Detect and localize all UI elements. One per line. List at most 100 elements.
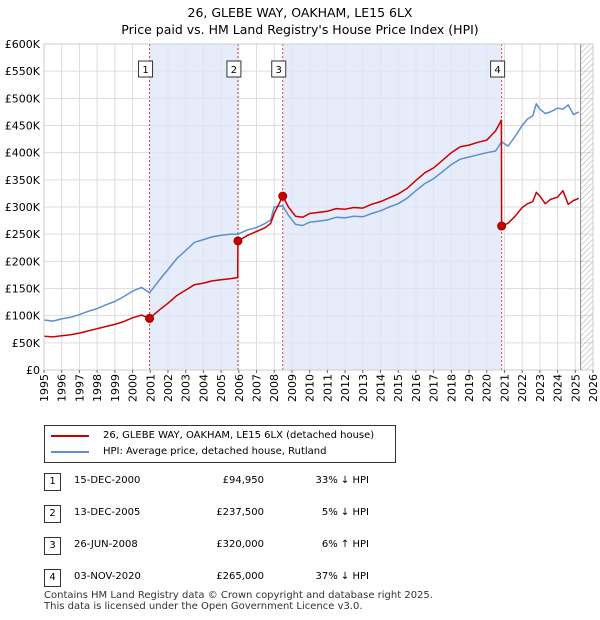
sale-hpi-diff: 6% ↑ HPI bbox=[321, 539, 369, 550]
sale-hpi-diff: 5% ↓ HPI bbox=[321, 507, 369, 518]
sale-hpi-diff: 37% ↓ HPI bbox=[315, 571, 369, 582]
sale-badges: 1 2 3 4 bbox=[138, 60, 506, 78]
x-tick-label: 2010 bbox=[304, 374, 317, 402]
x-tick-label: 2025 bbox=[569, 374, 582, 402]
x-tick-label: 2023 bbox=[534, 374, 547, 402]
plot-border bbox=[43, 43, 594, 371]
y-tick-label: £400K bbox=[5, 147, 41, 160]
x-tick-label: 2011 bbox=[321, 374, 334, 402]
sale-price: £237,500 bbox=[216, 507, 264, 518]
sale-badge-label: 4 bbox=[494, 65, 500, 76]
sale-badge-box bbox=[271, 60, 287, 78]
axes bbox=[43, 43, 594, 371]
chart-title: 26, GLEBE WAY, OAKHAM, LE15 6LX Price pa… bbox=[0, 4, 600, 38]
legend-label-property: 26, GLEBE WAY, OAKHAM, LE15 6LX (detache… bbox=[103, 430, 375, 441]
sale-badge-box bbox=[138, 60, 154, 78]
sale-point bbox=[145, 313, 155, 323]
x-tick-label: 2007 bbox=[251, 374, 264, 402]
y-tick-label: £550K bbox=[5, 65, 41, 78]
sale-date: 13-DEC-2005 bbox=[74, 507, 141, 518]
future-hatch-region bbox=[580, 44, 593, 370]
hpi-series-line bbox=[43, 103, 580, 322]
legend-label-hpi: HPI: Average price, detached house, Rutl… bbox=[103, 446, 327, 457]
sale-period-shading bbox=[149, 44, 502, 370]
y-tick-label: £350K bbox=[5, 174, 41, 187]
x-tick-label: 2012 bbox=[339, 374, 352, 402]
x-tick-label: 2013 bbox=[357, 374, 370, 402]
y-tick-label: £300K bbox=[5, 201, 41, 214]
sale-point bbox=[278, 191, 288, 201]
y-tick-label: £200K bbox=[5, 255, 41, 268]
x-tick-label: 1995 bbox=[38, 374, 51, 402]
sale-badge-label: 3 bbox=[276, 65, 282, 76]
sale-number-badge: 3 bbox=[44, 537, 61, 555]
sale-price: £265,000 bbox=[216, 571, 264, 582]
sale-row: 4 03-NOV-2020 £265,000 37% ↓ HPI bbox=[44, 568, 384, 588]
sale-point bbox=[233, 236, 243, 246]
sale-price: £94,950 bbox=[222, 475, 264, 486]
x-tick-label: 2005 bbox=[215, 374, 228, 402]
chart-title-line1: 26, GLEBE WAY, OAKHAM, LE15 6LX bbox=[187, 5, 413, 20]
sale-number-badge: 4 bbox=[44, 569, 61, 587]
x-tick-label: 2008 bbox=[268, 374, 281, 402]
x-tick-label: 1999 bbox=[109, 374, 122, 402]
y-tick-label: £100K bbox=[5, 310, 41, 323]
x-tick-label: 2001 bbox=[144, 374, 157, 402]
x-tick-label: 2002 bbox=[162, 374, 175, 402]
x-tick-label: 2016 bbox=[410, 374, 423, 402]
x-tick-label: 2014 bbox=[374, 374, 387, 402]
footer-copyright: Contains HM Land Registry data © Crown c… bbox=[44, 590, 433, 601]
sale-row: 2 13-DEC-2005 £237,500 5% ↓ HPI bbox=[44, 504, 384, 524]
y-axis-ticks: £0 £50K £100K £150K £200K £250K £300K £350K £400… bbox=[5, 38, 41, 377]
x-tick-label: 2004 bbox=[197, 374, 210, 402]
sale-hpi-diff: 33% ↓ HPI bbox=[315, 475, 369, 486]
legend: 26, GLEBE WAY, OAKHAM, LE15 6LX (detache… bbox=[44, 425, 396, 463]
sale-row: 3 26-JUN-2008 £320,000 6% ↑ HPI bbox=[44, 536, 384, 556]
y-tick-label: £450K bbox=[5, 120, 41, 133]
y-tick-label: £50K bbox=[12, 337, 41, 350]
y-tick-label: £0 bbox=[26, 364, 40, 377]
y-tick-label: £250K bbox=[5, 228, 41, 241]
x-tick-label: 1996 bbox=[56, 374, 69, 402]
x-tick-label: 2022 bbox=[516, 374, 529, 402]
legend-swatch-property bbox=[51, 435, 89, 437]
price-chart: 1 2 3 4 £0 £50K £100K £150K £200K £250K £300K £350… bbox=[5, 38, 600, 402]
sale-date: 26-JUN-2008 bbox=[74, 539, 138, 550]
chart-title-line2: Price paid vs. HM Land Registry's House … bbox=[121, 22, 479, 37]
sale-period-band bbox=[282, 44, 502, 370]
y-tick-label: £500K bbox=[5, 92, 41, 105]
x-tick-label: 2017 bbox=[428, 374, 441, 402]
x-tick-label: 2020 bbox=[481, 374, 494, 402]
x-tick-label: 2019 bbox=[463, 374, 476, 402]
x-tick-label: 2015 bbox=[392, 374, 405, 402]
sale-badge-box bbox=[490, 60, 506, 78]
sale-point bbox=[497, 221, 507, 231]
x-tick-label: 2009 bbox=[286, 374, 299, 402]
footer: Contains HM Land Registry data © Crown c… bbox=[44, 590, 433, 612]
x-tick-label: 1998 bbox=[91, 374, 104, 402]
sale-price: £320,000 bbox=[216, 539, 264, 550]
sale-number-badge: 2 bbox=[44, 505, 61, 523]
sale-date: 03-NOV-2020 bbox=[74, 571, 141, 582]
y-tick-label: £600K bbox=[5, 38, 41, 51]
y-tick-label: £150K bbox=[5, 283, 41, 296]
x-tick-label: 2021 bbox=[498, 374, 511, 402]
x-tick-label: 2026 bbox=[587, 374, 600, 402]
future-hatch bbox=[580, 44, 593, 370]
sale-badge-label: 1 bbox=[142, 65, 148, 76]
sale-date: 15-DEC-2000 bbox=[74, 475, 141, 486]
x-tick-label: 2000 bbox=[127, 374, 140, 402]
sale-period-band bbox=[149, 44, 238, 370]
sale-badge-box bbox=[226, 60, 242, 78]
footer-licence: This data is licensed under the Open Gov… bbox=[44, 601, 363, 612]
x-tick-label: 2024 bbox=[552, 374, 565, 402]
sale-badge-label: 2 bbox=[231, 65, 237, 76]
sale-row: 1 15-DEC-2000 £94,950 33% ↓ HPI bbox=[44, 472, 384, 492]
sale-points bbox=[145, 191, 507, 323]
sale-number-badge: 1 bbox=[44, 473, 61, 491]
x-tick-label: 1997 bbox=[73, 374, 86, 402]
legend-swatch-hpi bbox=[51, 451, 89, 453]
x-axis-ticks: 1995 1996 1997 1998 1999 2000 2001 2002 2003 2004… bbox=[38, 370, 600, 402]
x-tick-label: 2018 bbox=[445, 374, 458, 402]
x-tick-label: 2003 bbox=[180, 374, 193, 402]
